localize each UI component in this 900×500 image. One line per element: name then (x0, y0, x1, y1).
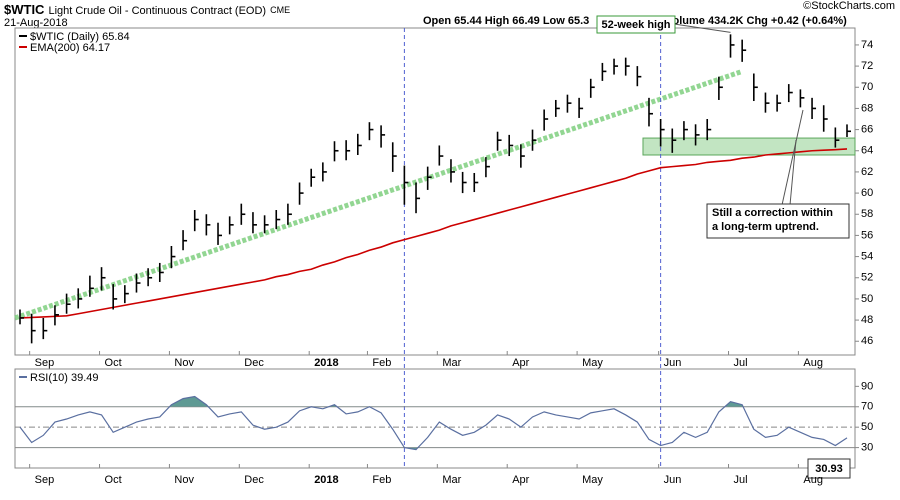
title: Light Crude Oil - Continuous Contract (E… (48, 5, 266, 17)
x-tick-label: Sep (35, 474, 55, 486)
x-tick-label: Jun (664, 357, 682, 369)
x-tick-label: Nov (174, 474, 194, 486)
y-tick-label: 70 (861, 81, 873, 93)
y-tick-label: 66 (861, 123, 873, 135)
x-tick-label: Jul (734, 357, 748, 369)
quote: Open 65.44 High 66.49 Low 65.3 (423, 15, 589, 27)
x-tick-label: Aug (803, 357, 823, 369)
y-tick-label: 70 (861, 401, 873, 413)
y-tick-label: 54 (861, 250, 873, 262)
x-tick-label: 2018 (314, 357, 338, 369)
y-tick-label: 64 (861, 145, 873, 157)
x-tick-label: Apr (512, 474, 529, 486)
callout-line: Still a correction within (712, 207, 833, 219)
x-tick-label: Sep (35, 357, 55, 369)
y-tick-label: 62 (861, 166, 873, 178)
x-tick-label: Oct (105, 357, 122, 369)
x-tick-label: Oct (105, 474, 122, 486)
x-tick-label: Aug (803, 474, 823, 486)
x-tick-label: Jul (734, 474, 748, 486)
y-tick-label: 50 (861, 293, 873, 305)
x-tick-label: May (582, 357, 603, 369)
callout-box (596, 15, 676, 34)
callout-pointer (789, 139, 797, 206)
y-tick-label: 56 (861, 229, 873, 241)
quote-tail: Volume 434.2K Chg +0.42 (+0.64%) (666, 15, 847, 27)
credit: ©StockCharts.com (803, 0, 895, 12)
date: 21-Aug-2018 (4, 17, 68, 29)
callout-text: Still a correction within a long-term upt… (712, 207, 833, 233)
chart-title: $WTIC Light Crude Oil - Continuous Contra… (4, 2, 290, 17)
ema-line (19, 148, 848, 319)
callout-text: 52-week high (601, 19, 670, 31)
exchange: CME (270, 5, 290, 15)
y-tick-label: 60 (861, 187, 873, 199)
callout-box (807, 458, 851, 479)
symbol: $WTIC (4, 2, 45, 17)
x-tick-label: Mar (442, 357, 461, 369)
x-tick-label: Jun (664, 474, 682, 486)
callout-line: a long-term uptrend. (712, 221, 819, 233)
callout-box (706, 203, 850, 239)
y-tick-label: 72 (861, 60, 873, 72)
x-tick-label: Nov (174, 357, 194, 369)
legend-label: RSI(10) 39.49 (30, 372, 98, 384)
x-tick-label: Dec (244, 474, 264, 486)
y-tick-label: 68 (861, 102, 873, 114)
y-tick-label: 58 (861, 208, 873, 220)
y-tick-label: 90 (861, 380, 873, 392)
y-tick-label: 46 (861, 335, 873, 347)
y-tick-label: 30 (861, 441, 873, 453)
x-tick-label: Feb (372, 474, 391, 486)
callout-pointer (673, 23, 731, 33)
legend-label: $WTIC (Daily) 65.84 (30, 31, 130, 43)
x-tick-label: May (582, 474, 603, 486)
y-tick-label: 74 (861, 39, 873, 51)
callout-text: 30.93 (815, 463, 843, 475)
x-tick-label: Apr (512, 357, 529, 369)
rsi-panel (14, 368, 856, 469)
x-tick-label: Mar (442, 474, 461, 486)
callout-pointer (781, 109, 804, 206)
y-tick-label: 50 (861, 421, 873, 433)
x-tick-label: Dec (244, 357, 264, 369)
x-tick-label: 2018 (314, 474, 338, 486)
y-tick-label: 48 (861, 314, 873, 326)
x-tick-label: Feb (372, 357, 391, 369)
legend-label: EMA(200) 64.17 (30, 42, 110, 54)
y-tick-label: 52 (861, 272, 873, 284)
price-panel (14, 27, 856, 356)
rsi-line (19, 395, 848, 451)
